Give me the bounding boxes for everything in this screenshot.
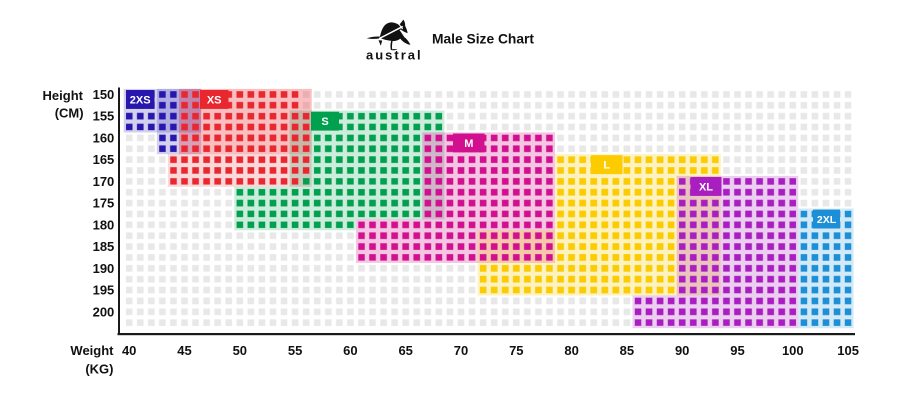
svg-text:85: 85: [620, 343, 634, 358]
svg-text:100: 100: [782, 343, 804, 358]
svg-text:L: L: [603, 160, 610, 172]
svg-text:55: 55: [288, 343, 302, 358]
svg-text:(KG): (KG): [85, 361, 113, 376]
svg-text:65: 65: [398, 343, 412, 358]
svg-text:2XS: 2XS: [130, 94, 151, 106]
svg-text:165: 165: [93, 152, 115, 167]
svg-text:Height: Height: [43, 88, 84, 103]
svg-text:175: 175: [93, 196, 115, 211]
svg-text:170: 170: [93, 174, 115, 189]
svg-text:40: 40: [122, 343, 136, 358]
svg-text:160: 160: [93, 131, 115, 146]
svg-text:Male Size Chart: Male Size Chart: [432, 31, 534, 46]
svg-text:190: 190: [93, 261, 115, 276]
svg-text:95: 95: [730, 343, 744, 358]
svg-text:185: 185: [93, 239, 115, 254]
svg-text:155: 155: [93, 109, 115, 124]
svg-text:90: 90: [675, 343, 689, 358]
svg-text:150: 150: [93, 87, 115, 102]
svg-text:XS: XS: [207, 94, 222, 106]
svg-text:45: 45: [177, 343, 191, 358]
svg-text:(CM): (CM): [55, 105, 84, 120]
svg-text:M: M: [464, 138, 473, 150]
svg-text:XL: XL: [699, 181, 713, 193]
svg-text:70: 70: [454, 343, 468, 358]
svg-text:75: 75: [509, 343, 523, 358]
svg-text:180: 180: [93, 217, 115, 232]
svg-text:Weight: Weight: [70, 343, 114, 358]
svg-text:2XL: 2XL: [817, 214, 837, 226]
svg-text:80: 80: [564, 343, 578, 358]
svg-text:50: 50: [233, 343, 247, 358]
svg-text:105: 105: [837, 343, 859, 358]
svg-text:austral: austral: [366, 47, 423, 62]
svg-text:195: 195: [93, 283, 115, 298]
svg-text:S: S: [321, 116, 328, 128]
svg-text:200: 200: [93, 304, 115, 319]
svg-text:60: 60: [343, 343, 357, 358]
